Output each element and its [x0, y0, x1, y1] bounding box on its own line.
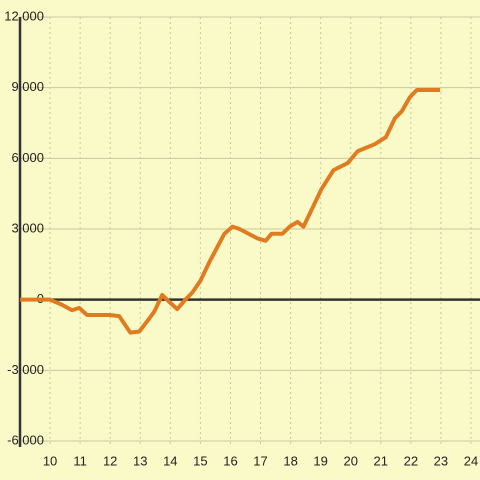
y-tick-label: 9,000	[11, 79, 44, 94]
x-tick-label: 23	[434, 453, 448, 468]
x-tick-label: 11	[73, 453, 87, 468]
x-tick-label: 24	[464, 453, 478, 468]
y-tick-label: 12,000	[4, 8, 44, 23]
x-tick-label: 21	[374, 453, 388, 468]
y-tick-label: 6,000	[11, 150, 44, 165]
x-tick-label: 18	[283, 453, 297, 468]
x-tick-label: 10	[43, 453, 57, 468]
x-tick-label: 15	[193, 453, 207, 468]
x-tick-label: 17	[253, 453, 267, 468]
x-tick-label: 14	[163, 453, 177, 468]
x-tick-label: 13	[133, 453, 147, 468]
y-tick-label: -3,000	[7, 362, 44, 377]
x-tick-label: 19	[313, 453, 327, 468]
x-tick-label: 20	[343, 453, 357, 468]
x-tick-label: 12	[103, 453, 117, 468]
x-tick-label: 22	[404, 453, 418, 468]
line	[20, 88, 441, 335]
x-tick-label: 16	[223, 453, 237, 468]
y-tick-label: -6,000	[7, 432, 44, 447]
y-tick-label: 3,000	[11, 220, 44, 235]
